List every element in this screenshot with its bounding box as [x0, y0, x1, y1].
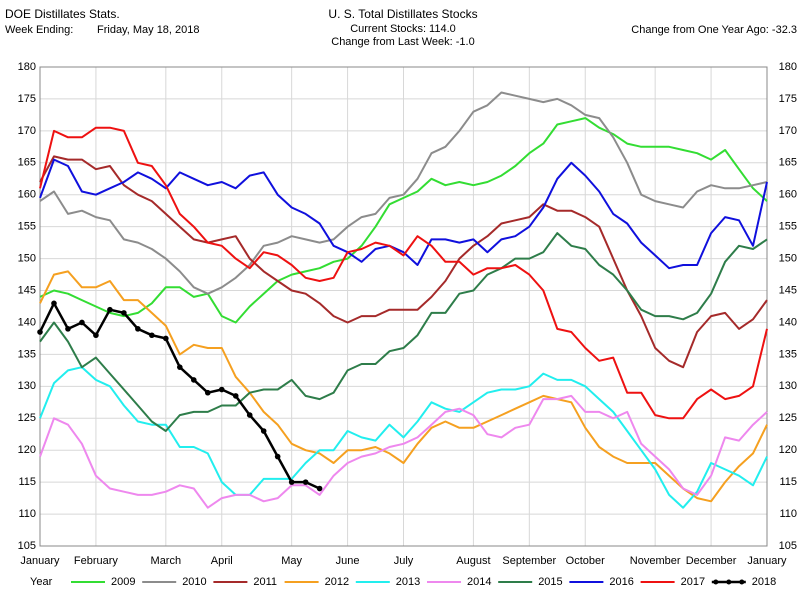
legend-title: Year: [30, 576, 53, 588]
point: [177, 364, 183, 370]
legend-label: 2014: [467, 576, 491, 588]
y-tick-label: 135: [18, 348, 36, 360]
y-tick-label: 140: [18, 316, 36, 328]
y2-tick-label: 120: [779, 444, 797, 456]
legend-label: 2015: [538, 576, 562, 588]
x-tick-label: January: [747, 555, 787, 567]
week-ending: Friday, May 18, 2018: [97, 24, 200, 36]
legend-label: 2016: [609, 576, 633, 588]
y-tick-label: 155: [18, 221, 36, 233]
point: [107, 306, 113, 313]
y2-tick-label: 180: [779, 61, 797, 73]
y-tick-label: 110: [18, 508, 36, 520]
point: [232, 393, 239, 399]
y2-tick-label: 160: [779, 189, 797, 201]
weekly-change: Change from Last Week: -1.0: [331, 36, 474, 48]
x-tick-label: April: [211, 555, 233, 567]
x-tick-label: January: [20, 555, 60, 567]
y-tick-label: 115: [18, 476, 36, 488]
y-tick-label: 120: [18, 444, 36, 456]
legend-label: 2010: [182, 576, 206, 588]
chart-title: U. S. Total Distillates Stocks: [328, 7, 477, 21]
point: [288, 479, 295, 485]
y-tick-label: 165: [18, 157, 36, 169]
source: DOE Distillates Stats.: [5, 7, 120, 21]
point: [37, 329, 43, 335]
point: [163, 335, 169, 342]
x-tick-label: October: [566, 555, 605, 567]
series-line: [39, 232, 768, 432]
y-tick-label: 105: [18, 540, 36, 552]
point: [65, 326, 71, 332]
y-tick-label: 170: [18, 125, 36, 137]
legend-label: 2012: [325, 576, 349, 588]
legend-label: 2009: [111, 576, 135, 588]
y2-tick-label: 145: [779, 284, 797, 296]
point: [260, 428, 267, 434]
legend-label: 2017: [681, 576, 705, 588]
y2-tick-label: 105: [779, 540, 797, 552]
point: [93, 332, 99, 339]
x-tick-label: May: [281, 555, 302, 567]
y2-tick-label: 175: [779, 93, 797, 105]
y2-tick-label: 135: [779, 348, 797, 360]
week-ending-label: Week Ending:: [5, 24, 73, 36]
y2-tick-label: 115: [779, 476, 797, 488]
series-line: [39, 394, 768, 509]
series-line: [39, 270, 768, 503]
x-tick-label: June: [336, 555, 360, 567]
series-line: [39, 366, 768, 509]
point: [135, 326, 141, 332]
series-line: [39, 126, 768, 420]
yearly-change: Change from One Year Ago: -32.3: [631, 24, 797, 36]
point: [190, 377, 197, 383]
y-tick-label: 145: [18, 284, 36, 296]
point: [316, 485, 323, 492]
y2-tick-label: 110: [779, 508, 797, 520]
point: [79, 319, 85, 326]
series-line: [39, 117, 768, 324]
y2-tick-label: 125: [779, 412, 797, 424]
x-tick-label: November: [630, 555, 681, 567]
y2-tick-label: 165: [779, 157, 797, 169]
y2-tick-label: 150: [779, 253, 797, 265]
x-tick-label: December: [686, 555, 737, 567]
y-tick-label: 125: [18, 412, 36, 424]
point: [302, 479, 309, 485]
y2-tick-label: 130: [779, 380, 797, 392]
series-line: [39, 155, 768, 369]
plot-frame: [39, 66, 768, 547]
x-tick-label: July: [394, 555, 414, 567]
point: [218, 386, 225, 393]
legend-label: 2018: [752, 576, 776, 588]
point: [121, 310, 127, 316]
y2-tick-label: 140: [779, 316, 797, 328]
y-tick-label: 175: [18, 93, 36, 105]
x-tick-label: September: [502, 555, 556, 567]
y-tick-label: 160: [18, 189, 36, 201]
point: [204, 389, 211, 396]
series-line: [39, 91, 768, 295]
point: [149, 332, 155, 339]
x-tick-label: August: [456, 555, 490, 567]
y2-tick-label: 170: [779, 125, 797, 137]
point: [51, 300, 57, 307]
legend-marker: [726, 579, 732, 585]
current-stocks: Current Stocks: 114.0: [350, 23, 456, 35]
x-tick-label: March: [151, 555, 182, 567]
point: [246, 412, 253, 418]
legend-marker: [713, 579, 719, 585]
y-tick-label: 150: [18, 253, 36, 265]
legend-label: 2011: [253, 576, 277, 588]
point: [274, 453, 281, 460]
y2-tick-label: 155: [779, 221, 797, 233]
series-line: [39, 158, 768, 270]
legend-marker: [739, 579, 745, 585]
x-tick-label: February: [74, 555, 119, 567]
legend-label: 2013: [396, 576, 420, 588]
y-tick-label: 130: [18, 380, 36, 392]
y-tick-label: 180: [18, 61, 36, 73]
